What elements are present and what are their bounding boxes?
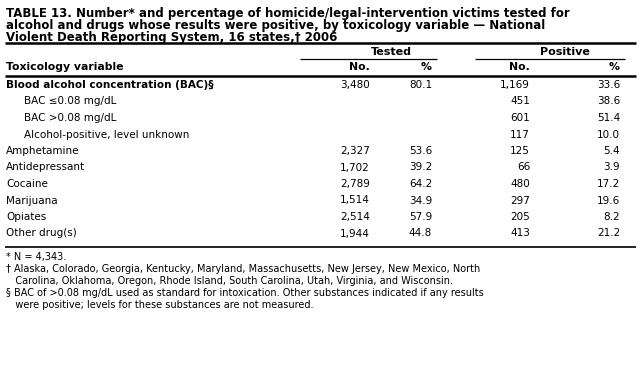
Text: 2,327: 2,327: [340, 146, 370, 156]
Text: 34.9: 34.9: [409, 195, 432, 206]
Text: Opiates: Opiates: [6, 212, 46, 222]
Text: 297: 297: [510, 195, 530, 206]
Text: 205: 205: [510, 212, 530, 222]
Text: %: %: [609, 62, 620, 72]
Text: Cocaine: Cocaine: [6, 179, 48, 189]
Text: 3,480: 3,480: [340, 80, 370, 90]
Text: 10.0: 10.0: [597, 129, 620, 140]
Text: Antidepressant: Antidepressant: [6, 163, 85, 172]
Text: 38.6: 38.6: [597, 97, 620, 107]
Text: alcohol and drugs whose results were positive, by toxicology variable — National: alcohol and drugs whose results were pos…: [6, 19, 545, 32]
Text: Marijuana: Marijuana: [6, 195, 58, 206]
Text: No.: No.: [349, 62, 370, 72]
Text: were positive; levels for these substances are not measured.: were positive; levels for these substanc…: [6, 300, 313, 310]
Text: BAC ≤0.08 mg/dL: BAC ≤0.08 mg/dL: [24, 97, 117, 107]
Text: 33.6: 33.6: [597, 80, 620, 90]
Text: 5.4: 5.4: [603, 146, 620, 156]
Text: 125: 125: [510, 146, 530, 156]
Text: 1,702: 1,702: [340, 163, 370, 172]
Text: 117: 117: [510, 129, 530, 140]
Text: † Alaska, Colorado, Georgia, Kentucky, Maryland, Massachusetts, New Jersey, New : † Alaska, Colorado, Georgia, Kentucky, M…: [6, 264, 480, 275]
Text: 57.9: 57.9: [409, 212, 432, 222]
Text: 451: 451: [510, 97, 530, 107]
Text: 480: 480: [510, 179, 530, 189]
Text: 64.2: 64.2: [409, 179, 432, 189]
Text: %: %: [421, 62, 432, 72]
Text: Toxicology variable: Toxicology variable: [6, 62, 124, 72]
Text: 601: 601: [510, 113, 530, 123]
Text: Other drug(s): Other drug(s): [6, 229, 77, 238]
Text: 39.2: 39.2: [409, 163, 432, 172]
Text: Carolina, Oklahoma, Oregon, Rhode Island, South Carolina, Utah, Virginia, and Wi: Carolina, Oklahoma, Oregon, Rhode Island…: [6, 276, 453, 286]
Text: 1,514: 1,514: [340, 195, 370, 206]
Text: 2,514: 2,514: [340, 212, 370, 222]
Text: Positive: Positive: [540, 47, 590, 57]
Text: Amphetamine: Amphetamine: [6, 146, 79, 156]
Text: Blood alcohol concentration (BAC)§: Blood alcohol concentration (BAC)§: [6, 80, 213, 90]
Text: 19.6: 19.6: [597, 195, 620, 206]
Text: § BAC of >0.08 mg/dL used as standard for intoxication. Other substances indicat: § BAC of >0.08 mg/dL used as standard fo…: [6, 288, 484, 298]
Text: 1,169: 1,169: [500, 80, 530, 90]
Text: Tested: Tested: [370, 47, 412, 57]
Text: 21.2: 21.2: [597, 229, 620, 238]
Text: 51.4: 51.4: [597, 113, 620, 123]
Text: * N = 4,343.: * N = 4,343.: [6, 252, 66, 262]
Text: 3.9: 3.9: [603, 163, 620, 172]
Text: BAC >0.08 mg/dL: BAC >0.08 mg/dL: [24, 113, 117, 123]
Text: 44.8: 44.8: [409, 229, 432, 238]
Text: 53.6: 53.6: [409, 146, 432, 156]
Text: 8.2: 8.2: [603, 212, 620, 222]
Text: 413: 413: [510, 229, 530, 238]
Text: No.: No.: [509, 62, 530, 72]
Text: TABLE 13. Number* and percentage of homicide/legal-intervention victims tested f: TABLE 13. Number* and percentage of homi…: [6, 7, 570, 20]
Text: 66: 66: [517, 163, 530, 172]
Text: Violent Death Reporting System, 16 states,† 2006: Violent Death Reporting System, 16 state…: [6, 31, 337, 44]
Text: Alcohol-positive, level unknown: Alcohol-positive, level unknown: [24, 129, 189, 140]
Text: 80.1: 80.1: [409, 80, 432, 90]
Text: 17.2: 17.2: [597, 179, 620, 189]
Text: 2,789: 2,789: [340, 179, 370, 189]
Text: 1,944: 1,944: [340, 229, 370, 238]
